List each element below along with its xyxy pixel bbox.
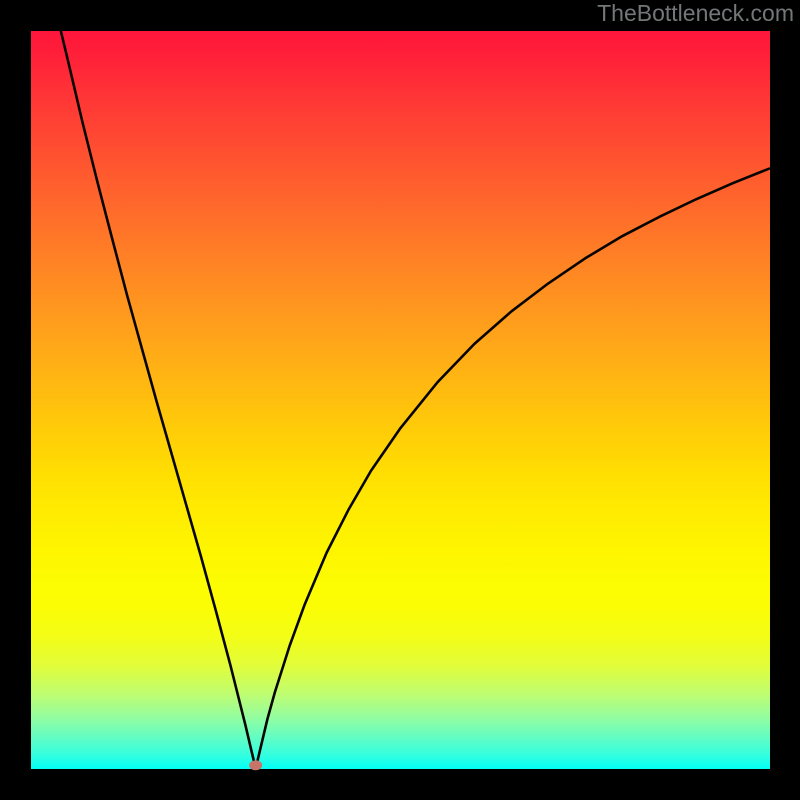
chart-container: TheBottleneck.com bbox=[0, 0, 800, 800]
plot-background bbox=[31, 31, 770, 769]
watermark-label: TheBottleneck.com bbox=[597, 0, 794, 27]
optimal-point-marker bbox=[249, 760, 262, 770]
bottleneck-curve-chart bbox=[0, 0, 800, 800]
